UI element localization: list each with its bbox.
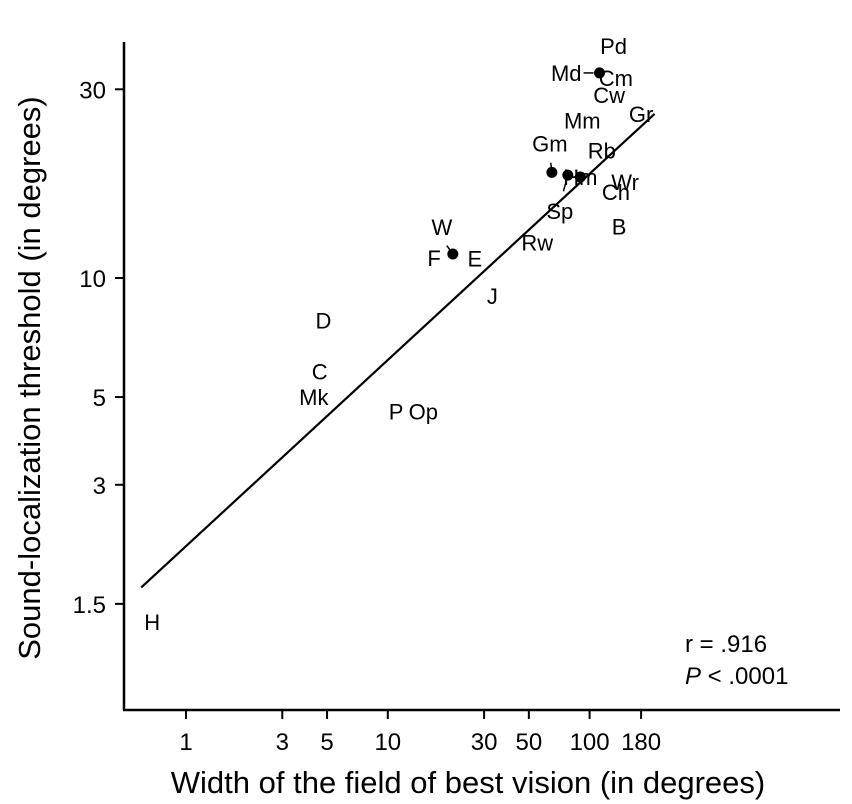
point-label-f: F bbox=[427, 246, 440, 271]
point-label-gr: Gr bbox=[629, 102, 653, 127]
y-tick-label: 3 bbox=[93, 473, 106, 500]
point-label-w: W bbox=[431, 215, 452, 240]
y-tick-label: 30 bbox=[79, 77, 106, 104]
point-label-pd: Pd bbox=[600, 34, 627, 59]
point-label-md: Md bbox=[551, 61, 582, 86]
leader-line-gm bbox=[550, 162, 553, 173]
y-tick-label: 1.5 bbox=[73, 592, 106, 619]
point-label-rb: Rb bbox=[588, 139, 616, 164]
point-label-ch: Ch bbox=[602, 180, 630, 205]
point-label-d: D bbox=[316, 309, 332, 334]
data-points bbox=[447, 67, 606, 260]
axes bbox=[122, 42, 840, 712]
point-label-cm: Cm bbox=[599, 66, 633, 91]
p-symbol: P bbox=[685, 663, 701, 690]
point-label-j: J bbox=[487, 284, 498, 309]
point-label-rw: Rw bbox=[521, 230, 553, 255]
point-label-gm: Gm bbox=[532, 131, 567, 156]
point-label-sp: Sp bbox=[546, 199, 573, 224]
point-label-cw: Cw bbox=[593, 83, 625, 108]
x-tick-label: 100 bbox=[570, 729, 610, 756]
point-label-h: H bbox=[144, 610, 160, 635]
point-label-b: B bbox=[612, 214, 627, 239]
x-tick-label: 50 bbox=[516, 729, 543, 756]
point-label-mm: Mm bbox=[564, 109, 601, 134]
x-tick-label: 30 bbox=[471, 729, 498, 756]
x-tick-label: 180 bbox=[621, 729, 661, 756]
point-label-mk: Mk bbox=[299, 385, 329, 410]
point-label-c: C bbox=[312, 360, 328, 385]
p-value: < .0001 bbox=[701, 663, 788, 690]
p-value-stat: P < .0001 bbox=[685, 663, 788, 690]
leader-line-sp bbox=[562, 174, 569, 192]
point-label-op: Op bbox=[409, 399, 438, 424]
y-axis-title: Sound-localization threshold (in degrees… bbox=[12, 96, 47, 660]
point-label-wr: Wr bbox=[611, 170, 639, 195]
x-tick-label: 5 bbox=[320, 729, 333, 756]
x-tick-label: 3 bbox=[276, 729, 289, 756]
correlation-stat: r = .916 bbox=[685, 631, 767, 658]
point-marker-md bbox=[594, 67, 606, 79]
x-axis-title: Width of the field of best vision (in de… bbox=[171, 765, 765, 800]
leader-line-w bbox=[446, 245, 454, 255]
regression-line bbox=[140, 113, 656, 589]
y-tick-label: 5 bbox=[93, 385, 106, 412]
point-marker-w bbox=[447, 248, 459, 260]
y-tick-label: 10 bbox=[79, 266, 106, 293]
point-label-hm: Hm bbox=[563, 165, 597, 190]
x-tick-label: 1 bbox=[179, 729, 192, 756]
x-tick-label: 10 bbox=[374, 729, 401, 756]
ticks: 1 3 5 10 30 50 100 180 1.5 3 5 10 30 bbox=[73, 77, 662, 756]
point-marker-hm bbox=[574, 171, 586, 183]
point-label-p: P bbox=[389, 399, 404, 424]
point-label-e: E bbox=[468, 247, 483, 272]
